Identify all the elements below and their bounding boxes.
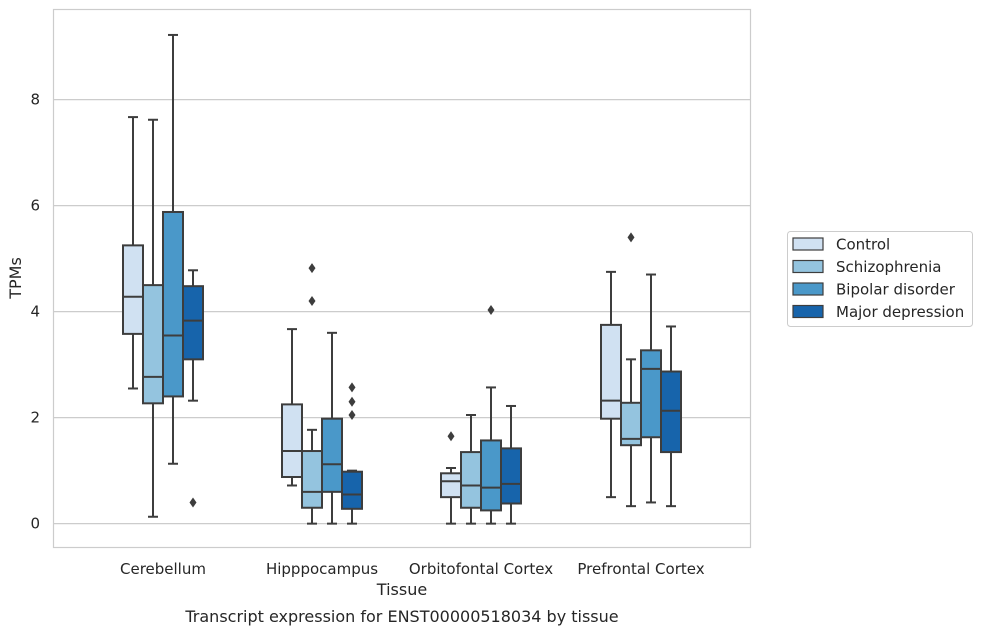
y-tick-label: 2 [30,409,40,427]
x-tick-label: Orbitofontal Cortex [409,560,553,578]
outlier-point [627,232,635,243]
y-axis-title: TPMs [6,257,25,300]
box-schizophrenia [301,263,323,525]
iqr-box [281,403,303,479]
x-tick-label: Hipppocampus [266,560,378,578]
outlier-point [487,305,495,316]
y-tick-label: 6 [30,197,40,215]
box-major-depression [341,382,363,525]
legend-label: Schizophrenia [836,258,941,276]
iqr-box [660,370,682,454]
iqr-box [500,447,522,505]
iqr-box [142,284,164,405]
boxes [122,33,682,525]
legend-swatch [792,259,824,274]
box-control [440,431,462,525]
box-bipolar-disorder [321,331,343,525]
box-major-depression [500,404,522,525]
iqr-box [341,470,363,510]
legend-swatch [792,237,824,251]
legend-label: Major depression [836,303,964,321]
legend-label: Control [836,236,890,254]
iqr-box [182,285,204,361]
iqr-box [460,451,482,509]
chart-caption: Transcript expression for ENST0000051803… [184,607,618,626]
x-axis-title: Tissue [376,580,427,599]
legend-swatch [792,282,824,296]
outlier-point [189,497,197,508]
box-bipolar-disorder [640,273,662,504]
iqr-box [600,323,622,420]
box-major-depression [182,269,204,508]
outlier-point [348,382,356,393]
box-major-depression [660,325,682,508]
y-tick-label: 8 [30,91,40,109]
iqr-box [122,244,144,335]
iqr-box [301,450,323,509]
y-tick-label: 4 [30,303,40,321]
box-control [281,328,303,487]
legend-label: Bipolar disorder [836,281,956,299]
outlier-point [308,263,316,274]
outlier-point [308,296,316,307]
plot-area [52,8,752,549]
iqr-box [440,472,462,499]
legend-swatch [792,304,824,319]
x-tick-label: Cerebellum [120,560,206,578]
outlier-point [348,396,356,407]
iqr-box [321,417,343,493]
x-tick-labels: Cerebellum Hipppocampus Orbitofontal Corte… [120,560,705,578]
iqr-box [640,349,662,439]
box-control [600,270,622,499]
y-tick-labels: 0 2 4 6 8 [30,91,40,533]
y-tick-label: 0 [30,515,40,533]
legend: Control Schizophrenia Bipolar disorder Majo… [787,231,973,327]
legend-frame [787,231,973,327]
outlier-point [447,431,455,442]
x-tick-label: Prefrontal Cortex [577,560,704,578]
iqr-box [162,210,184,398]
iqr-box [480,439,502,512]
outlier-point [348,409,356,420]
